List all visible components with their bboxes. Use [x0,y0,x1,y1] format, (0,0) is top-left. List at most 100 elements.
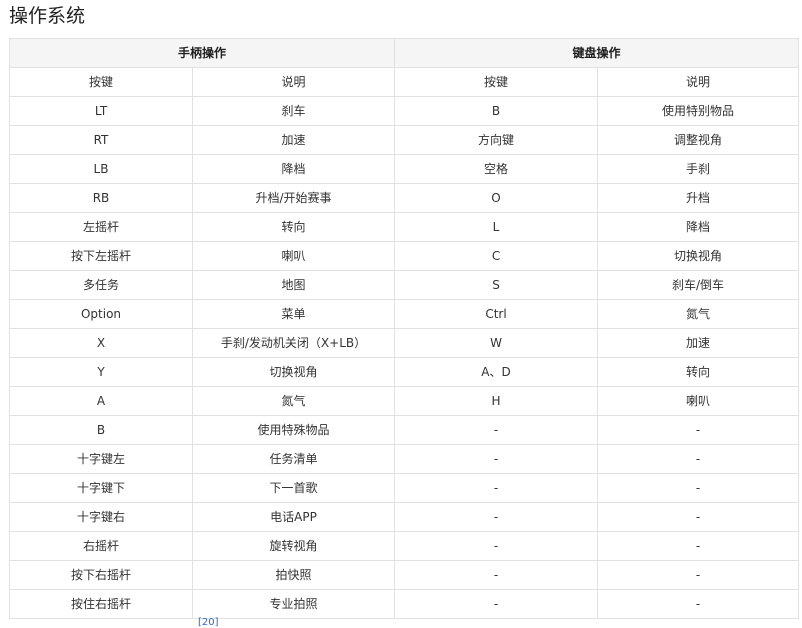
table-cell: 拍快照 [191,560,396,590]
table-cell: H [394,386,599,416]
table-cell: - [394,502,599,532]
table-cell: C [394,241,599,271]
table-cell: W [394,328,599,358]
table-cell: - [394,589,599,619]
table-cell: 右摇杆 [9,531,193,561]
table-cell: 十字键下 [9,473,193,503]
table-cell: 任务清单 [191,444,396,474]
table-row: 十字键右 电话APP - - [9,502,800,532]
table-cell: 地图 [191,270,396,300]
table-cell: X [9,328,193,358]
table-cell: 降档 [191,154,396,184]
table-cell: 左摇杆 [9,212,193,242]
table-cell: 加速 [191,125,396,155]
table-cell: 转向 [191,212,396,242]
table-cell: B [394,96,599,126]
table-cell: - [597,473,800,503]
table-cell: Ctrl [394,299,599,329]
table-cell: A [9,386,193,416]
table-cell: - [597,531,800,561]
table-row: LT 刹车 B 使用特别物品 [9,96,800,126]
table-cell: Y [9,357,193,387]
table-cell: 十字键左 [9,444,193,474]
column-header: 说明 [597,67,800,97]
table-cell: 升档/开始赛事 [191,183,396,213]
table-cell: B [9,415,193,445]
table-cell: 手刹/发动机关闭（X+LB） [191,328,396,358]
table-cell: 刹车 [191,96,396,126]
group-header-gamepad: 手柄操作 [8,38,396,68]
group-header-row: 手柄操作 键盘操作 [8,38,800,68]
table-cell: 下一首歌 [191,473,396,503]
table-row: Y 切换视角 A、D 转向 [9,357,800,387]
table-cell: - [597,560,800,590]
column-header-row: 按键 说明 按键 说明 [9,67,800,97]
table-cell: 切换视角 [597,241,800,271]
table-cell: - [597,589,800,619]
table-cell: 转向 [597,357,800,387]
table-cell: 多任务 [9,270,193,300]
table-row: 十字键左 任务清单 - - [9,444,800,474]
table-cell: 升档 [597,183,800,213]
table-row: 按下左摇杆 喇叭 C 切换视角 [9,241,800,271]
table-row: B 使用特殊物品 - - [9,415,800,445]
controls-table: 手柄操作 键盘操作 按键 说明 按键 说明 LT 刹车 B 使用特别物品 RT 加速 方向键… [8,38,800,619]
table-cell: - [597,415,800,445]
table-row: 按下右摇杆 拍快照 - - [9,560,800,590]
section-title: 操作系统 [9,5,86,27]
table-cell: 使用特别物品 [597,96,800,126]
table-cell: 调整视角 [597,125,800,155]
table-cell: 方向键 [394,125,599,155]
column-header: 按键 [394,67,599,97]
table-cell: - [394,473,599,503]
table-cell: LT [9,96,193,126]
table-cell: 空格 [394,154,599,184]
table-cell: LB [9,154,193,184]
table-row: LB 降档 空格 手刹 [9,154,800,184]
table-cell: 喇叭 [597,386,800,416]
table-cell: 十字键右 [9,502,193,532]
table-cell: - [597,502,800,532]
table-cell: 切换视角 [191,357,396,387]
table-cell: RB [9,183,193,213]
table-cell: 按住右摇杆 [9,589,193,619]
table-row: RB 升档/开始赛事 O 升档 [9,183,800,213]
table-cell: O [394,183,599,213]
table-cell: 刹车/倒车 [597,270,800,300]
table-row: 左摇杆 转向 L 降档 [9,212,800,242]
column-header: 说明 [191,67,396,97]
table-row: 右摇杆 旋转视角 - - [9,531,800,561]
table-cell: 降档 [597,212,800,242]
table-cell: 手刹 [597,154,800,184]
table-cell: 氮气 [191,386,396,416]
table-row: 十字键下 下一首歌 - - [9,473,800,503]
table-cell: A、D [394,357,599,387]
table-cell: - [394,560,599,590]
table-cell: 喇叭 [191,241,396,271]
table-row: 多任务 地图 S 刹车/倒车 [9,270,800,300]
table-row: X 手刹/发动机关闭（X+LB） W 加速 [9,328,800,358]
table-cell: 菜单 [191,299,396,329]
table-cell: Option [9,299,193,329]
table-row: 按住右摇杆 专业拍照 - - [9,589,800,619]
table-cell: L [394,212,599,242]
table-cell: 按下左摇杆 [9,241,193,271]
table-cell: - [394,415,599,445]
table-cell: - [394,531,599,561]
table-row: A 氮气 H 喇叭 [9,386,800,416]
table-cell: 加速 [597,328,800,358]
table-cell: 使用特殊物品 [191,415,396,445]
table-row: Option 菜单 Ctrl 氮气 [9,299,800,329]
table-cell: 专业拍照 [191,589,396,619]
table-cell: S [394,270,599,300]
table-cell: 旋转视角 [191,531,396,561]
column-header: 按键 [9,67,193,97]
group-header-keyboard: 键盘操作 [394,38,800,68]
table-row: RT 加速 方向键 调整视角 [9,125,800,155]
table-cell: - [597,444,800,474]
table-cell: 按下右摇杆 [9,560,193,590]
table-cell: - [394,444,599,474]
table-cell: 氮气 [597,299,800,329]
table-cell: 电话APP [191,502,396,532]
table-cell: RT [9,125,193,155]
